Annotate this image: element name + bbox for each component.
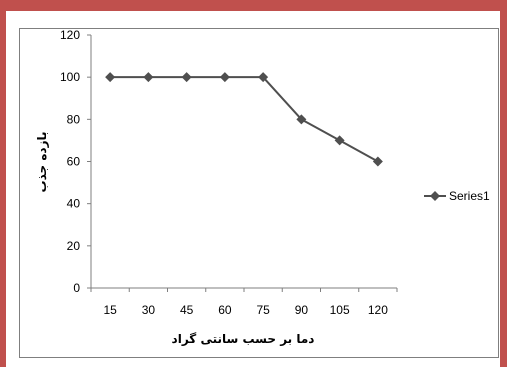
legend-label-series1: Series1 [449, 189, 490, 203]
y-tick-label: 100 [60, 70, 80, 84]
legend-marker [430, 191, 440, 201]
y-tick-label: 40 [67, 197, 81, 211]
data-point [105, 72, 116, 83]
y-tick-label: 80 [67, 112, 81, 126]
y-tick-label: 20 [67, 239, 81, 253]
data-point [143, 72, 154, 83]
series-line-1 [110, 76, 379, 163]
legend: Series1 [424, 189, 490, 203]
y-tick-label: 120 [60, 28, 80, 42]
x-tick-label: 45 [180, 303, 194, 317]
data-point [334, 135, 345, 146]
data-point [181, 72, 192, 83]
x-tick-label: 60 [218, 303, 232, 317]
data-point [372, 156, 383, 167]
x-tick-label: 75 [256, 303, 270, 317]
x-tick-label: 105 [330, 303, 350, 317]
chart-area [19, 28, 499, 358]
data-point [258, 72, 269, 83]
y-tick-label: 0 [73, 281, 80, 295]
x-tick-label: 120 [368, 303, 388, 317]
y-axis-title: بازده جذب [35, 132, 49, 193]
data-point [219, 72, 230, 83]
x-tick-label: 90 [295, 303, 309, 317]
data-point [296, 114, 307, 125]
x-tick-label: 30 [142, 303, 156, 317]
y-tick-label: 60 [67, 155, 81, 169]
x-tick-label: 15 [103, 303, 117, 317]
x-axis-title: دما بر حسب سانتی گراد [172, 332, 315, 346]
